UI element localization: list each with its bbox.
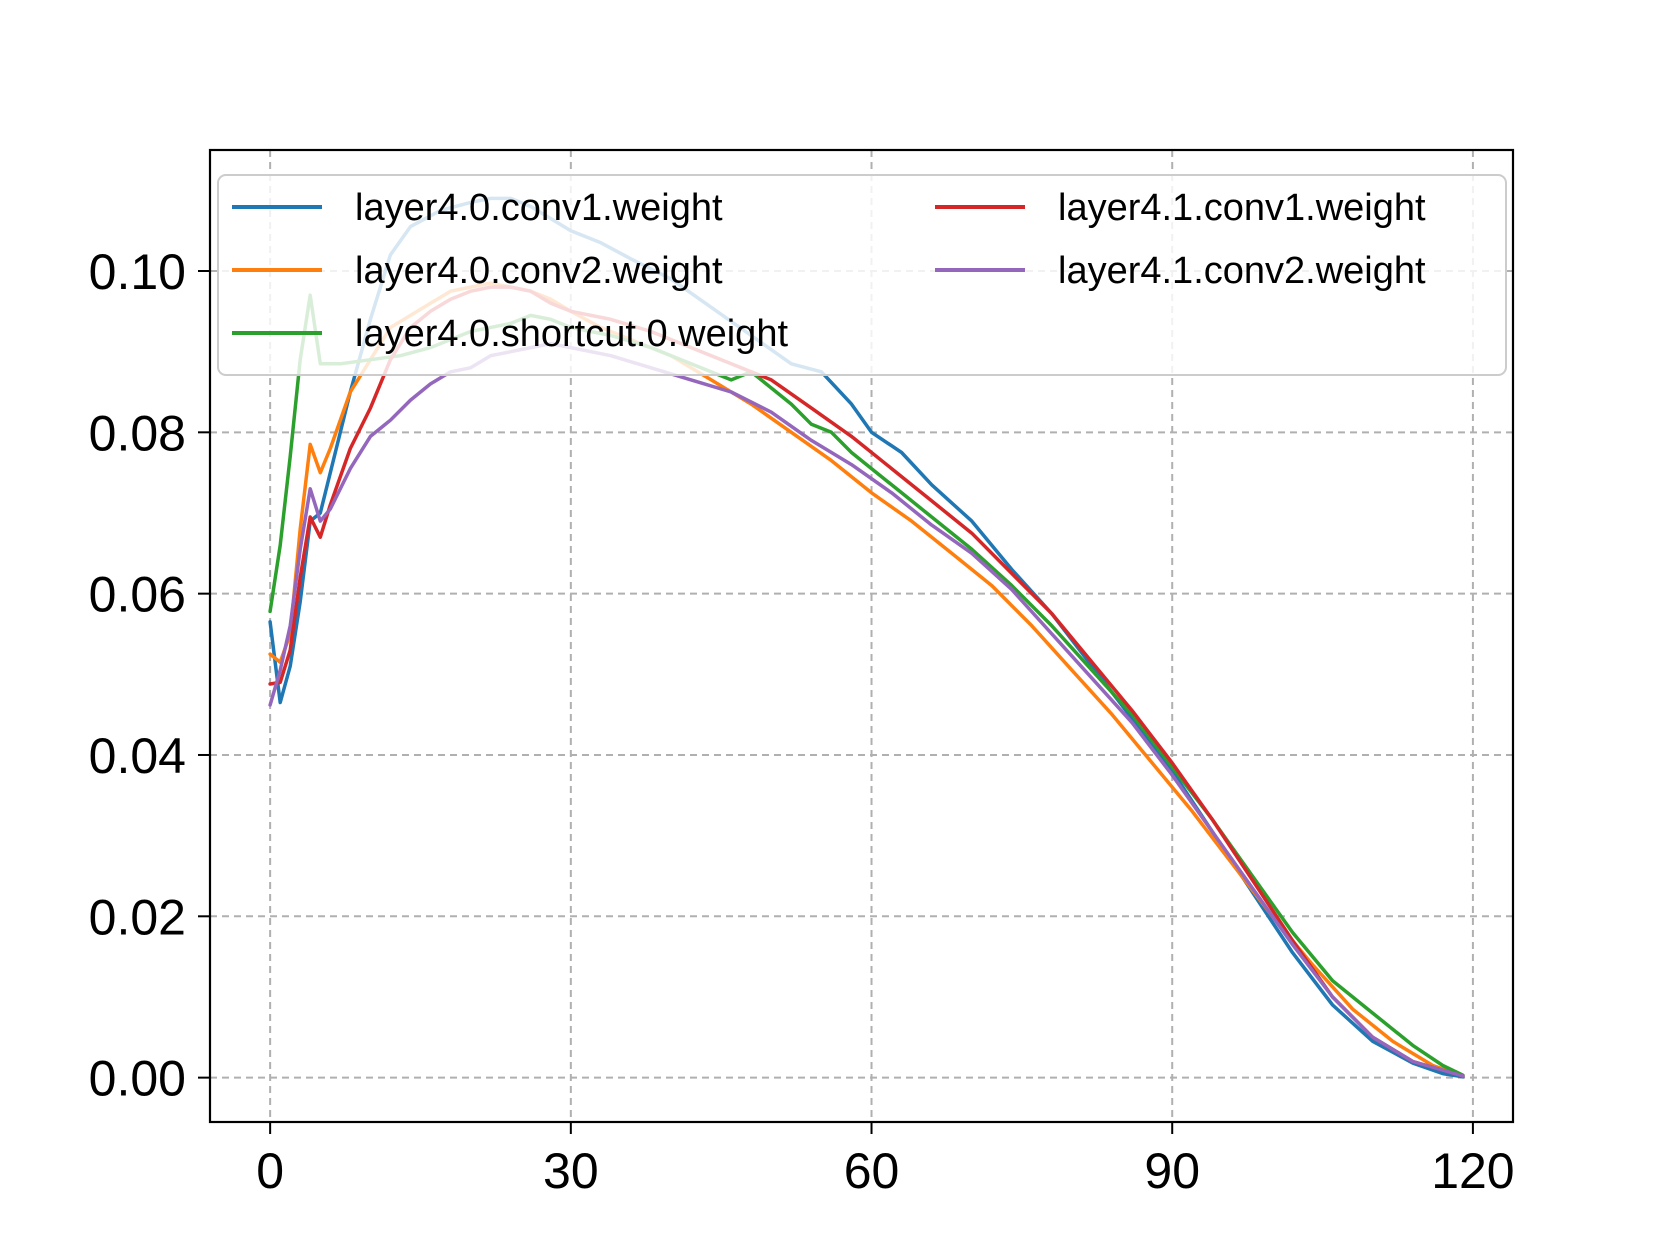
y-tick-label: 0.00: [89, 1051, 186, 1107]
legend-label-3: layer4.1.conv1.weight: [1058, 187, 1426, 229]
y-tick-label: 0.02: [89, 889, 186, 945]
x-tick-label: 60: [844, 1143, 900, 1199]
axis-ticks: 0 30 60 90 120 0.00 0.02 0.04 0.06 0.08 0.10: [89, 244, 1515, 1199]
legend-label-4: layer4.1.conv2.weight: [1058, 250, 1426, 292]
y-tick-label: 0.06: [89, 567, 186, 623]
x-tick-label: 90: [1144, 1143, 1200, 1199]
legend-label-0: layer4.0.conv1.weight: [355, 187, 723, 229]
legend-box: [217, 174, 1507, 376]
legend-label-1: layer4.0.conv2.weight: [355, 250, 723, 292]
legend-label-2: layer4.0.shortcut.0.weight: [355, 313, 788, 355]
x-tick-label: 30: [543, 1143, 599, 1199]
y-tick-label: 0.10: [89, 244, 186, 300]
y-tick-label: 0.08: [89, 405, 186, 461]
legend: layer4.0.conv1.weight layer4.0.conv2.weig…: [217, 174, 1507, 376]
x-tick-label: 0: [256, 1143, 284, 1199]
plot-frame: [208, 148, 1515, 1124]
x-tick-label: 120: [1431, 1143, 1514, 1199]
y-tick-label: 0.04: [89, 728, 186, 784]
